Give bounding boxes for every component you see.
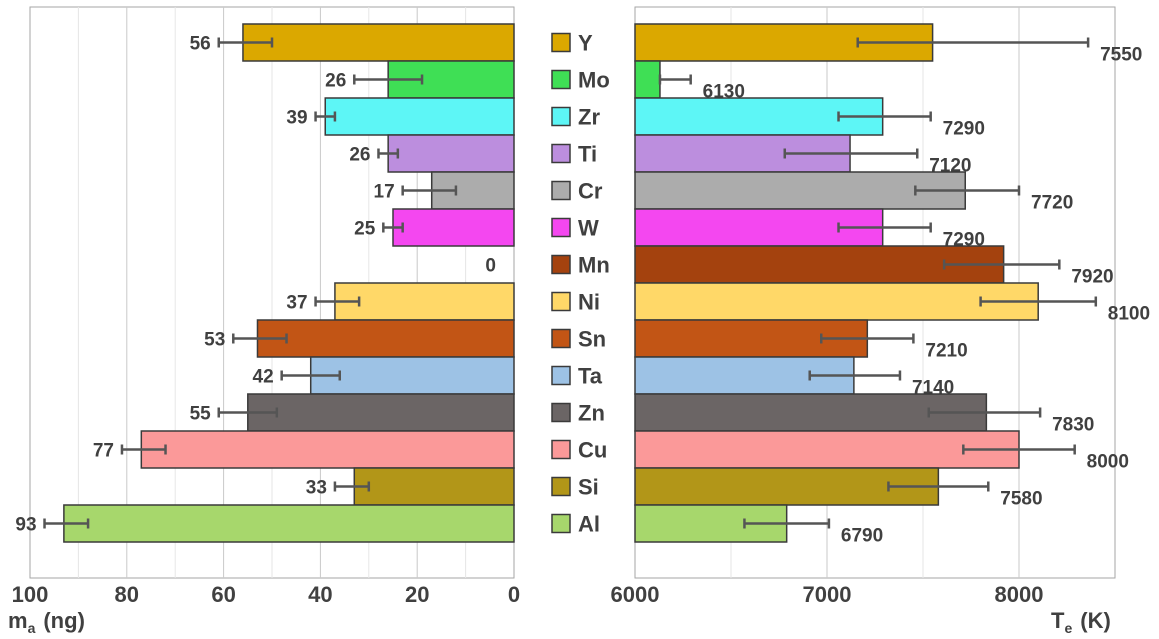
legend-label: Cr bbox=[578, 179, 603, 204]
left-bar bbox=[353, 467, 515, 506]
legend-label: Ta bbox=[578, 364, 603, 389]
left-bar bbox=[334, 282, 515, 321]
left-data-label: 26 bbox=[325, 71, 346, 92]
right-data-label: 7830 bbox=[1052, 415, 1094, 436]
right-data-label: 8000 bbox=[1087, 452, 1129, 473]
right-tick-label: 8000 bbox=[995, 582, 1044, 607]
legend-swatch bbox=[551, 143, 571, 164]
left-data-label: 39 bbox=[286, 108, 307, 129]
right-bar bbox=[634, 245, 1005, 284]
left-data-label: 17 bbox=[374, 182, 395, 203]
legend-label: Zr bbox=[578, 105, 600, 130]
left-data-label: 56 bbox=[190, 34, 211, 55]
left-tick-label: 40 bbox=[308, 582, 332, 607]
left-bar bbox=[309, 356, 515, 395]
legend-swatch bbox=[551, 69, 571, 90]
left-tick-label: 20 bbox=[405, 582, 429, 607]
left-bar bbox=[324, 97, 515, 136]
right-bar bbox=[634, 60, 661, 99]
left-bar bbox=[387, 134, 515, 173]
left-bar bbox=[392, 208, 515, 247]
left-data-label: 93 bbox=[15, 515, 36, 536]
left-tick-label: 80 bbox=[115, 582, 139, 607]
left-data-label: 33 bbox=[306, 478, 327, 499]
left-tick-label: 60 bbox=[211, 582, 235, 607]
right-data-label: 8100 bbox=[1108, 304, 1150, 325]
legend-label: Y bbox=[578, 31, 593, 56]
left-tick-label: 0 bbox=[508, 582, 520, 607]
legend-label: Ti bbox=[578, 142, 597, 167]
right-data-label: 7290 bbox=[943, 119, 985, 140]
left-bar bbox=[242, 23, 515, 62]
legend-swatch bbox=[551, 365, 571, 386]
left-data-label: 37 bbox=[286, 293, 307, 314]
right-data-label: 7720 bbox=[1031, 193, 1073, 214]
left-data-label: 53 bbox=[204, 330, 225, 351]
left-data-label: 26 bbox=[349, 145, 370, 166]
legend-label: Zn bbox=[578, 401, 605, 426]
right-data-label: 7210 bbox=[925, 341, 967, 362]
left-data-label: 77 bbox=[93, 441, 114, 462]
right-bar bbox=[634, 282, 1039, 321]
right-axis-title: Te (K) bbox=[1051, 608, 1111, 636]
left-data-label: 42 bbox=[253, 367, 274, 388]
legend-label: Ni bbox=[578, 290, 600, 315]
legend-swatch bbox=[551, 439, 571, 460]
legend-label: Si bbox=[578, 475, 599, 500]
legend-label: Cu bbox=[578, 438, 607, 463]
legend-label: Mn bbox=[578, 253, 610, 278]
legend-swatch bbox=[551, 32, 571, 53]
right-bar bbox=[634, 171, 966, 210]
left-data-label: 0 bbox=[485, 256, 496, 277]
legend: Y Mo Zr Ti Cr W Mn Ni Sn Ta Zn Cu Si Al bbox=[551, 31, 610, 537]
legend-label: Al bbox=[578, 512, 600, 537]
legend-label: W bbox=[578, 216, 599, 241]
legend-label: Sn bbox=[578, 327, 606, 352]
left-data-label: 25 bbox=[354, 219, 376, 240]
legend-swatch bbox=[551, 106, 571, 127]
left-bar bbox=[247, 393, 515, 432]
left-bar bbox=[140, 430, 515, 469]
legend-swatch bbox=[551, 328, 571, 349]
right-panel-temperature: 6000 7000 80007550613072907120772072907920… bbox=[611, 6, 1150, 607]
right-bar bbox=[634, 430, 1020, 469]
left-bar bbox=[63, 504, 515, 543]
left-data-label: 55 bbox=[190, 404, 212, 425]
right-data-label: 7580 bbox=[1000, 489, 1042, 510]
legend-swatch bbox=[551, 254, 571, 275]
right-tick-label: 6000 bbox=[611, 582, 660, 607]
right-data-label: 7550 bbox=[1100, 45, 1142, 66]
legend-swatch bbox=[551, 402, 571, 423]
right-data-label: 6790 bbox=[841, 526, 883, 547]
right-data-label: 7920 bbox=[1071, 267, 1113, 288]
left-axis-title: ma (ng) bbox=[8, 608, 85, 636]
right-tick-label: 7000 bbox=[803, 582, 852, 607]
left-tick-label: 100 bbox=[12, 582, 49, 607]
legend-swatch bbox=[551, 476, 571, 497]
legend-label: Mo bbox=[578, 68, 610, 93]
left-bar bbox=[256, 319, 515, 358]
legend-swatch bbox=[551, 217, 571, 238]
legend-swatch bbox=[551, 291, 571, 312]
legend-swatch bbox=[551, 513, 571, 534]
legend-swatch bbox=[551, 180, 571, 201]
